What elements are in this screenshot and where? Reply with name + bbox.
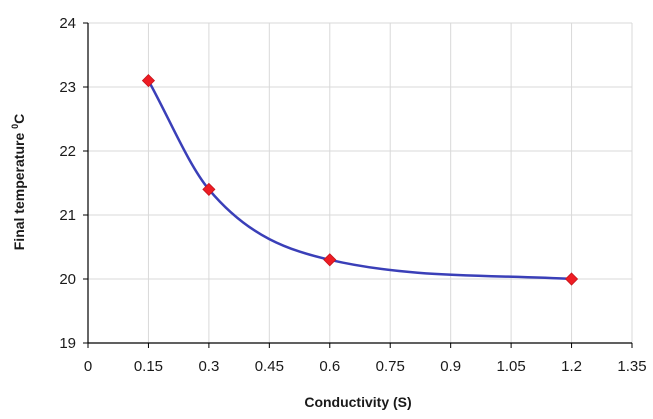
y-axis-title-unit: C [11,114,27,124]
x-tick-label: 0.3 [198,358,219,375]
x-tick-label: 0.75 [376,358,405,375]
data-point-diamond [323,253,337,267]
tick-labels: 0 0.15 0.3 0.45 0.6 0.75 0.9 1.05 1.2 1.35 19 20 21 2… [59,15,646,375]
x-tick-label: 0.9 [440,358,461,375]
data-point-diamond [564,272,579,286]
x-tick-label: 0.45 [255,358,284,375]
y-tick-label: 19 [59,335,76,352]
y-tick-label: 21 [59,207,76,224]
axes [83,22,633,348]
data-point-diamond [202,182,216,196]
y-tick-label: 22 [59,143,76,160]
y-axis-title-main: Final temperature [11,129,27,250]
x-tick-label: 0.6 [319,358,340,375]
x-axis-title: Conductivity (S) [304,394,411,410]
gridlines [88,22,633,343]
x-tick-label: 1.2 [561,358,582,375]
markers [141,74,579,286]
x-tick-label: 0.15 [134,358,163,375]
y-axis-title-superscript: 0 [10,124,20,129]
series [147,79,572,281]
y-tick-label: 23 [59,79,76,96]
x-tick-label: 0 [84,358,92,375]
series-line [147,79,572,281]
data-point-diamond [141,74,156,88]
y-tick-label: 24 [59,15,76,32]
y-tick-label: 20 [59,271,76,288]
y-axis-title: Final temperature 0C [10,114,27,251]
x-tick-label: 1.35 [617,358,646,375]
x-tick-label: 1.05 [497,358,526,375]
